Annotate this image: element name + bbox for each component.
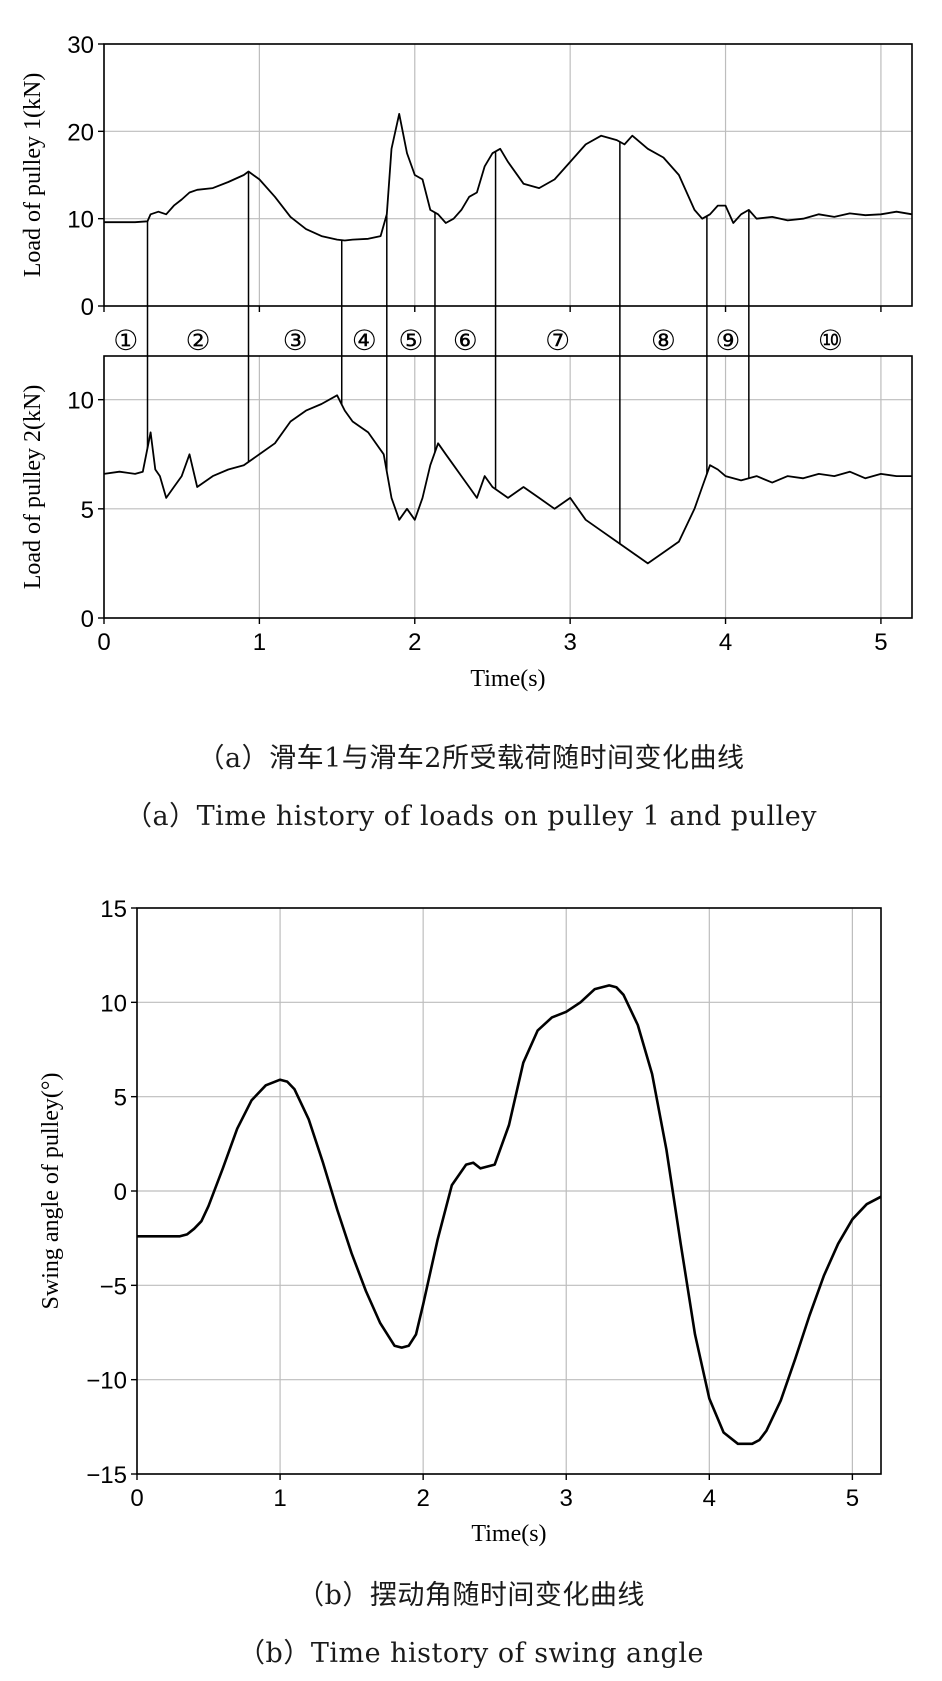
x-tick-label: 4 bbox=[719, 629, 732, 656]
caption-a-english: （a）Time history of loads on pulley 1 and… bbox=[125, 801, 817, 832]
series-line bbox=[103, 394, 912, 565]
y-axis-label: Swing angle of pulley(°) bbox=[38, 1073, 64, 1310]
y-tick-label: −5 bbox=[100, 1273, 127, 1300]
segment-label: ③ bbox=[283, 324, 308, 357]
y-axis-label: Load of pulley 2(kN) bbox=[20, 385, 46, 590]
x-axis-label: Time(s) bbox=[470, 666, 545, 692]
x-tick-label: 1 bbox=[273, 1485, 286, 1512]
x-tick-label: 5 bbox=[846, 1485, 859, 1512]
y-tick-label: 15 bbox=[100, 896, 127, 923]
caption-a-chinese: （a）滑车1与滑车2所受载荷随时间变化曲线 bbox=[197, 743, 745, 774]
y-tick-label: 5 bbox=[81, 497, 94, 524]
plot-frame bbox=[103, 355, 913, 619]
series-line bbox=[137, 984, 882, 1446]
segment-label: ⑩ bbox=[818, 324, 843, 357]
x-tick-label: 3 bbox=[563, 629, 576, 656]
pulley1-load-chart: 0 10 20 30 Load of pulley 1(kN) bbox=[20, 32, 913, 321]
segment-label: ④ bbox=[352, 324, 377, 357]
x-tick-label: 3 bbox=[560, 1485, 573, 1512]
segment-label: ② bbox=[185, 324, 210, 357]
segment-label: ⑤ bbox=[398, 324, 423, 357]
segment-label: ⑨ bbox=[715, 324, 740, 357]
y-tick-label: −10 bbox=[86, 1368, 127, 1395]
y-tick-label: 0 bbox=[81, 606, 94, 633]
caption-b-english: （b）Time history of swing angle bbox=[238, 1638, 704, 1669]
pulley2-load-chart: 0 5 10 0 1 2 3 4 5 Load of pulley 2(kN) Time(s) bbox=[20, 355, 913, 692]
y-tick-label: −15 bbox=[86, 1462, 127, 1489]
y-tick-label: 5 bbox=[114, 1085, 127, 1112]
segment-label: ⑥ bbox=[453, 324, 478, 357]
y-tick-label: 30 bbox=[67, 32, 94, 59]
x-axis-label: Time(s) bbox=[471, 1521, 546, 1547]
y-tick-label: 20 bbox=[67, 119, 94, 146]
swing-angle-chart: −15 −10 −5 0 5 10 15 0 1 2 3 4 5 Swing angle of pulle… bbox=[38, 896, 882, 1547]
y-axis-label: Load of pulley 1(kN) bbox=[20, 73, 46, 278]
x-tick-label: 5 bbox=[874, 629, 887, 656]
plot-frame bbox=[103, 43, 913, 307]
y-tick-label: 10 bbox=[100, 990, 127, 1017]
y-tick-label: 0 bbox=[114, 1179, 127, 1206]
segment-label: ⑧ bbox=[651, 324, 676, 357]
x-tick-label: 2 bbox=[416, 1485, 429, 1512]
x-tick-label: 2 bbox=[408, 629, 421, 656]
y-tick-label: 10 bbox=[67, 388, 94, 415]
x-tick-label: 4 bbox=[703, 1485, 716, 1512]
x-tick-label: 1 bbox=[253, 629, 266, 656]
caption-b-chinese: （b）摆动角随时间变化曲线 bbox=[297, 1580, 645, 1611]
x-tick-label: 0 bbox=[97, 629, 110, 656]
y-tick-label: 0 bbox=[81, 294, 94, 321]
series-line bbox=[104, 113, 913, 242]
segment-label: ① bbox=[113, 324, 138, 357]
x-tick-label: 0 bbox=[130, 1485, 143, 1512]
segment-label: ⑦ bbox=[545, 324, 570, 357]
y-tick-label: 10 bbox=[67, 207, 94, 234]
